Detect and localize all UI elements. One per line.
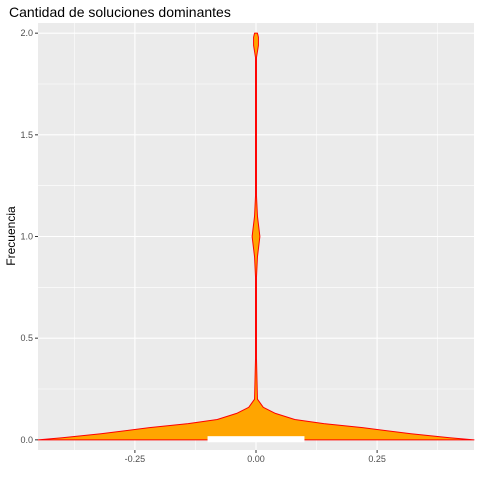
x-tick-label: 0.25 [368, 454, 386, 464]
y-tick-label: 1.5 [20, 130, 33, 140]
x-tick-label: 0.00 [247, 454, 265, 464]
y-tick-label: 0.0 [20, 435, 33, 445]
axis-ticks [35, 32, 378, 453]
violin-base-gap [207, 436, 305, 443]
y-axis-title: Frecuencia [4, 206, 18, 266]
chart-title: Cantidad de soluciones dominantes [9, 4, 231, 20]
axis-tick-labels: -0.25 0.00 0.25 0.0 0.5 1.0 1.5 2.0 [20, 28, 385, 464]
y-tick-label: 0.5 [20, 333, 33, 343]
y-tick-label: 1.0 [20, 232, 33, 242]
x-tick-label: -0.25 [125, 454, 146, 464]
violin-shape [37, 32, 475, 441]
y-tick-label: 2.0 [20, 28, 33, 38]
violin-layer [37, 32, 475, 443]
